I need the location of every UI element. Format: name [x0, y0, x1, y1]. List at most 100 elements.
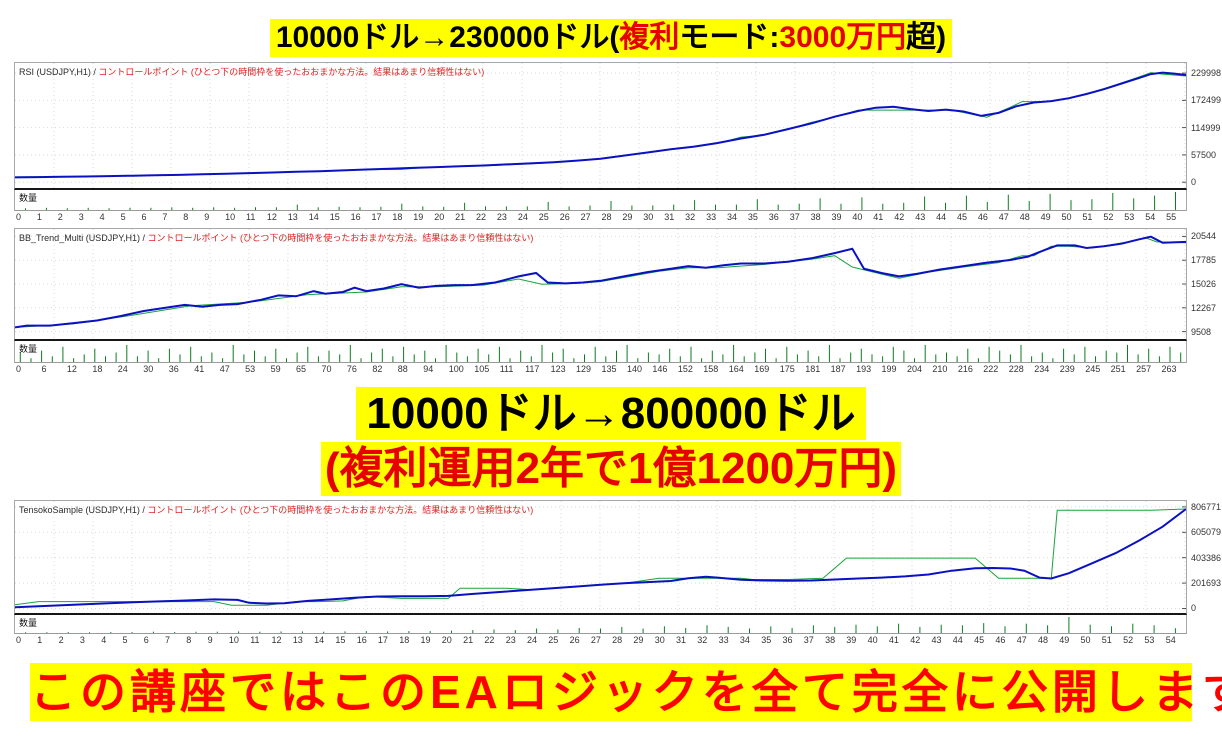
y-tick-label: 12267: [1191, 302, 1217, 313]
x-tick-label: 31: [676, 635, 687, 645]
backtest-chart-tensoko-sample: TensokoSample (USDJPY,H1) / コントロールポイント (…: [14, 500, 1222, 648]
volume-pane: 数量: [14, 341, 1187, 363]
chart-canvas-svg: [15, 501, 1186, 613]
headline-mid-row1: 10000ドル→800000ドル: [0, 387, 1222, 440]
x-tick-label: 94: [423, 364, 434, 374]
headline-top-seg3: モード:: [679, 21, 780, 54]
x-tick-label: 37: [803, 635, 814, 645]
x-tick-label: 25: [538, 212, 549, 222]
headline-top-seg5: 超): [906, 21, 947, 54]
x-tick-label: 152: [677, 364, 693, 374]
x-axis-labels: 0 1 2 3 4 5 6 7 8 9 10 11 12 13 14 15 16 17 18 19 20 21 22 23 24…: [14, 211, 1194, 225]
headline-top-seg2: 複利: [619, 21, 680, 54]
x-tick-label: 24: [117, 364, 128, 374]
x-tick-label: 29: [622, 212, 633, 222]
headline-top-seg1: 10000ドル→230000ドル(: [275, 21, 620, 54]
x-tick-label: 0: [16, 364, 22, 374]
x-tick-label: 199: [881, 364, 897, 374]
x-tick-label: 2: [58, 635, 64, 645]
x-tick-label: 13: [287, 212, 298, 222]
x-tick-label: 82: [372, 364, 383, 374]
x-tick-label: 1: [37, 635, 43, 645]
balance-curve: [15, 508, 1186, 609]
chart-canvas-svg: [15, 63, 1186, 188]
x-tick-label: 7: [162, 212, 168, 222]
y-tick-label: 17785: [1191, 255, 1217, 266]
x-tick-label: 216: [957, 364, 973, 374]
x-tick-label: 14: [314, 635, 325, 645]
x-tick-label: 222: [983, 364, 999, 374]
x-tick-label: 49: [1040, 212, 1051, 222]
y-tick-label: 57500: [1191, 149, 1217, 160]
x-tick-label: 9: [207, 635, 213, 645]
x-tick-label: 111: [499, 364, 514, 374]
x-tick-label: 32: [685, 212, 696, 222]
chart-title-note: コントロールポイント (ひとつ下の時間枠を使ったおおまかな方法。結果はあまり信頼…: [147, 233, 534, 243]
x-tick-label: 146: [652, 364, 668, 374]
chart-title-symbol: BB_Trend_Multi (USDJPY,H1) /: [19, 233, 148, 243]
x-tick-label: 88: [397, 364, 408, 374]
chart-plot-area: BB_Trend_Multi (USDJPY,H1) / コントロールポイント …: [14, 228, 1187, 341]
x-tick-label: 35: [747, 212, 758, 222]
equity-curve: [15, 72, 1186, 178]
x-tick-label: 45: [974, 635, 985, 645]
x-tick-label: 41: [873, 212, 884, 222]
x-tick-label: 263: [1161, 364, 1177, 374]
x-tick-label: 204: [907, 364, 923, 374]
x-tick-label: 22: [476, 212, 487, 222]
x-tick-label: 21: [463, 635, 474, 645]
x-tick-label: 234: [1034, 364, 1050, 374]
headline-top: 10000ドル→230000ドル(複利モード:3000万円超): [269, 19, 953, 57]
x-tick-label: 43: [915, 212, 926, 222]
x-tick-label: 117: [525, 364, 540, 374]
x-tick-label: 28: [612, 635, 623, 645]
x-tick-label: 26: [569, 635, 580, 645]
x-tick-label: 34: [727, 212, 738, 222]
x-tick-label: 55: [1166, 212, 1177, 222]
y-tick-label: 201693: [1191, 578, 1222, 589]
y-axis-labels: 806771 605079 403386 201693 0: [1191, 500, 1222, 614]
x-tick-label: 51: [1101, 635, 1112, 645]
x-tick-label: 14: [308, 212, 319, 222]
chart-plot-area: RSI (USDJPY,H1) / コントロールポイント (ひとつ下の時間枠を使…: [14, 62, 1187, 190]
x-tick-label: 46: [995, 635, 1006, 645]
x-tick-label: 28: [601, 212, 612, 222]
x-tick-label: 16: [350, 212, 361, 222]
x-tick-label: 10: [228, 635, 239, 645]
x-tick-label: 5: [122, 635, 128, 645]
volume-label: 数量: [19, 193, 38, 203]
x-tick-label: 257: [1136, 364, 1152, 374]
x-tick-label: 48: [1019, 212, 1030, 222]
x-tick-label: 0: [16, 212, 22, 222]
x-tick-label: 53: [1144, 635, 1155, 645]
y-axis-labels: 20544 17785 15026 12267 9508: [1191, 228, 1222, 338]
x-tick-label: 17: [371, 212, 382, 222]
x-tick-label: 4: [101, 635, 107, 645]
x-tick-label: 7: [165, 635, 171, 645]
x-tick-label: 50: [1061, 212, 1072, 222]
x-tick-label: 105: [474, 364, 490, 374]
x-tick-label: 135: [601, 364, 617, 374]
x-tick-label: 251: [1110, 364, 1126, 374]
y-tick-label: 172499: [1191, 95, 1222, 106]
y-tick-label: 229998: [1191, 68, 1222, 79]
x-tick-label: 129: [576, 364, 592, 374]
x-tick-label: 11: [246, 212, 256, 222]
x-tick-label: 25: [548, 635, 559, 645]
x-tick-label: 52: [1123, 635, 1134, 645]
x-tick-label: 46: [977, 212, 988, 222]
balance-curve: [15, 71, 1186, 179]
x-tick-label: 76: [346, 364, 357, 374]
x-tick-label: 42: [910, 635, 921, 645]
x-tick-label: 59: [270, 364, 281, 374]
x-tick-label: 6: [41, 364, 47, 374]
backtest-chart-rsi: RSI (USDJPY,H1) / コントロールポイント (ひとつ下の時間枠を使…: [14, 62, 1222, 225]
banner-bottom: この講座ではこのEAロジックを全て完全に公開します。: [30, 663, 1222, 721]
x-tick-label: 15: [335, 635, 346, 645]
x-tick-label: 18: [392, 212, 403, 222]
x-tick-label: 42: [894, 212, 905, 222]
x-tick-label: 20: [441, 635, 452, 645]
x-tick-label: 187: [830, 364, 846, 374]
x-tick-label: 47: [998, 212, 1009, 222]
